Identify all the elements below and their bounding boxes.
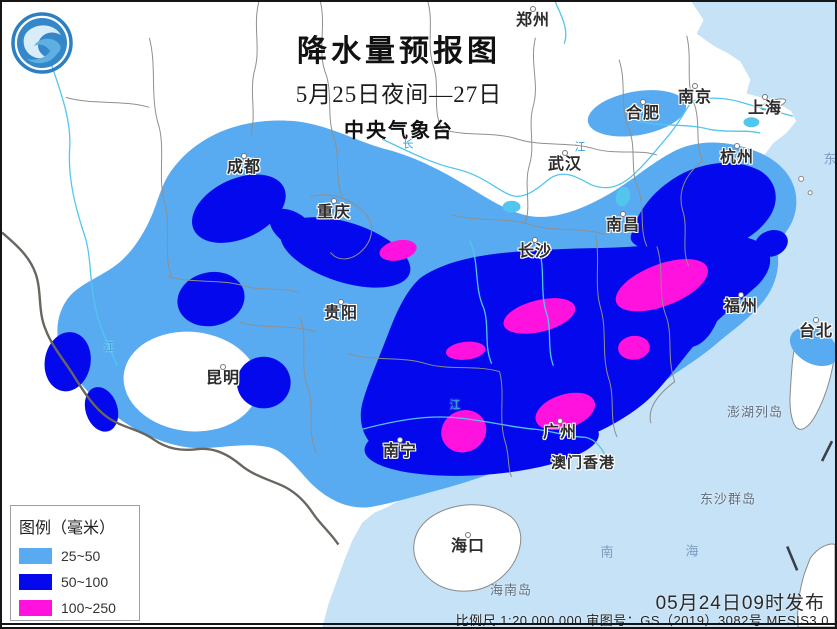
city-label-taipei: 台北: [798, 323, 834, 340]
legend-swatch-heavy: [19, 574, 52, 590]
sea-region: [322, 2, 835, 627]
city-label-guiyang: 贵阳: [323, 305, 359, 322]
legend-row-extreme: 100~250: [19, 600, 139, 616]
rivers: [49, 2, 794, 456]
map-frame-bottom-line: [2, 623, 835, 625]
city-label-haikou: 海口: [450, 538, 486, 555]
island-label-dongsha: 东沙群岛: [699, 491, 757, 507]
city-label-wuhan: 武汉: [547, 156, 583, 173]
sea-label-sea: 海: [685, 543, 699, 559]
island-label-penghu: 澎湖列岛: [726, 404, 784, 420]
sea-label-south: 南: [600, 544, 614, 560]
city-label-changsha: 长沙: [517, 243, 553, 260]
city-label-guangzhou: 广州: [542, 424, 578, 441]
river-label-chang: 长: [402, 138, 414, 151]
country-border: [2, 231, 340, 546]
publish-time: 05月24日09时发布: [655, 593, 825, 614]
city-label-kunming: 昆明: [205, 370, 241, 387]
pearl-river: [362, 416, 606, 456]
island-label-hainan: 海南岛: [489, 582, 533, 598]
city-label-fuzhou: 福州: [723, 298, 759, 315]
dongting-lake: [502, 200, 521, 213]
map-title: 降水量预报图: [297, 35, 501, 68]
no-precip-hole-kunming: [123, 331, 259, 432]
sea-label-east: 东: [823, 151, 837, 167]
city-label-chengdu: 成都: [226, 159, 262, 176]
province-borders: [65, 2, 704, 478]
title-block: 降水量预报图 5月25日夜间—27日 中央气象台: [254, 26, 544, 143]
legend-title: 图例（毫米）: [19, 520, 116, 537]
city-label-chongqing: 重庆: [316, 204, 352, 221]
city-label-zhengzhou: 郑州: [515, 12, 551, 29]
cma-logo: [11, 12, 73, 74]
map-period: 5月25日夜间—27日: [295, 82, 503, 107]
nine-dash-line: [786, 440, 834, 571]
yangtze-river: [381, 97, 794, 197]
map-agency: 中央气象台: [344, 120, 454, 142]
legend-row-heavy: 50~100: [19, 574, 139, 590]
precip-heavy-zhejiang: [630, 162, 776, 256]
legend: 图例（毫米） 25~50 50~100 100~250: [10, 505, 140, 621]
taihu-lake: [743, 117, 760, 128]
city-label-macau-hongkong: 澳门香港: [550, 454, 616, 472]
poyang-lake: [615, 186, 631, 207]
legend-row-light: 25~50: [19, 548, 139, 564]
city-label-nanchang: 南昌: [605, 217, 641, 234]
city-label-hefei: 合肥: [625, 105, 661, 122]
river-label-jiang1: 江: [574, 141, 586, 154]
luzon-island: [797, 543, 835, 627]
river-label-jiang2: 江: [449, 399, 461, 412]
city-label-shanghai: 上海: [747, 100, 783, 117]
legend-swatch-light: [19, 548, 52, 564]
city-label-nanjing: 南京: [677, 89, 713, 106]
city-label-hangzhou: 杭州: [719, 149, 755, 166]
river-label-jiang3: 江: [103, 341, 115, 354]
map-attribution: 比例尺 1:20 000 000 审图号：GS（2019）3082号 MESIS…: [455, 613, 829, 628]
city-label-nanning: 南宁: [382, 443, 418, 460]
legend-swatch-extreme: [19, 600, 52, 616]
